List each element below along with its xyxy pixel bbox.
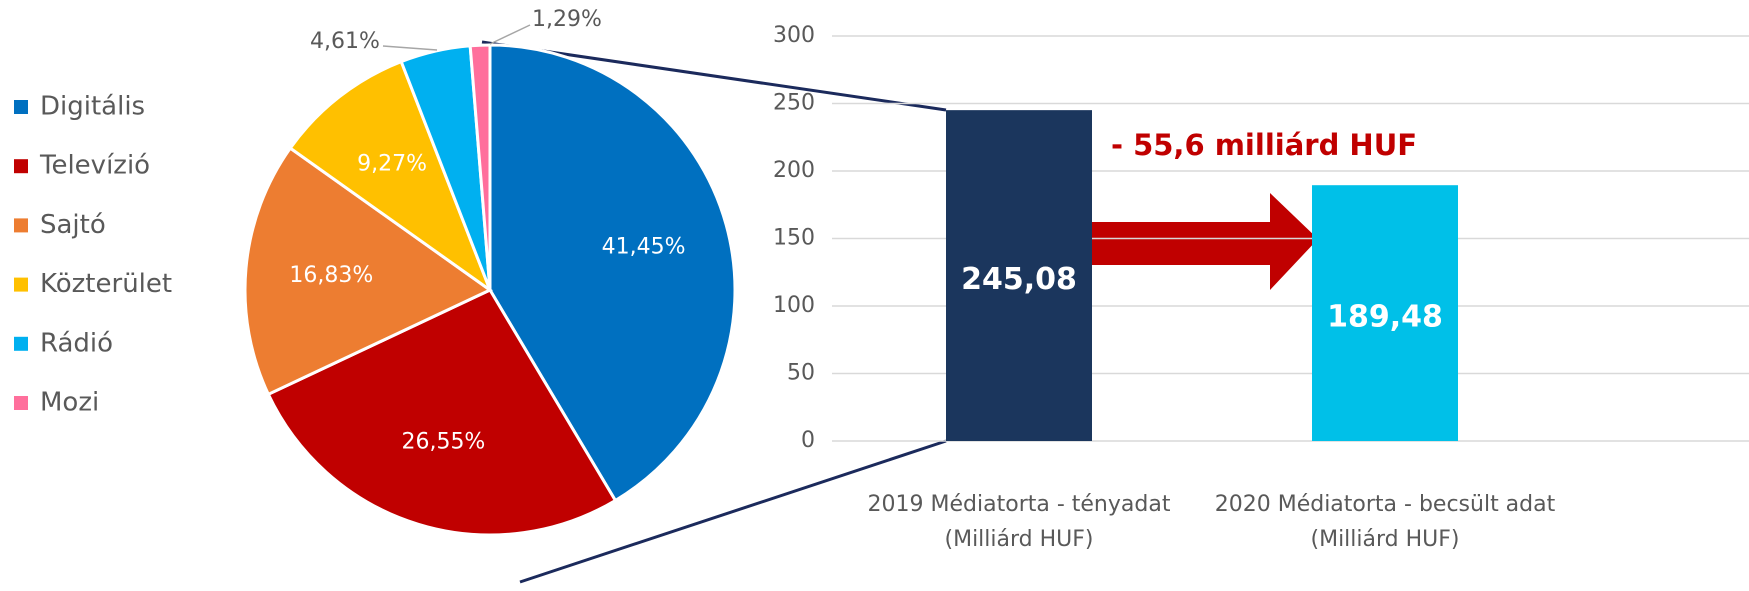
y-tick-label: 300 [773, 23, 815, 48]
legend-swatch [14, 100, 28, 114]
x-tick-label: 2020 Médiatorta - becsült adat (Milliárd… [1214, 492, 1556, 552]
y-tick-label: 200 [773, 158, 815, 183]
arrow [1088, 193, 1318, 290]
y-tick-label: 50 [787, 361, 815, 386]
data-label: 41,45% [602, 235, 686, 260]
data-label: 9,27% [357, 151, 427, 176]
legend-label: Közterület [40, 269, 172, 299]
legend-swatch [14, 396, 28, 410]
pie-slice [468, 43, 492, 291]
legend-label: Rádió [40, 328, 113, 358]
pie-slice [266, 288, 618, 537]
legend-label: Mozi [40, 388, 99, 418]
data-label: 1,29% [532, 7, 602, 32]
y-tick-label: 0 [801, 428, 815, 453]
bar [1312, 185, 1458, 441]
pie-slice [288, 59, 494, 295]
x-tick-label: 2019 Médiatorta - tényadat (Milliárd HUF… [867, 492, 1171, 552]
leader-line [489, 24, 531, 45]
legend-label: Televízió [39, 151, 150, 181]
data-label: 4,61% [310, 29, 380, 54]
data-label: 245,08 [961, 262, 1077, 297]
legend-label: Sajtó [40, 210, 106, 240]
y-tick-label: 250 [773, 91, 815, 116]
y-tick-label: 150 [773, 226, 815, 251]
y-tick-label: 100 [773, 293, 815, 318]
zoom-line [481, 40, 947, 112]
legend-swatch [14, 336, 28, 351]
legend-swatch [14, 159, 28, 174]
data-label: 16,83% [289, 263, 373, 288]
data-label: 26,55% [401, 429, 485, 454]
legend-swatch [14, 218, 28, 233]
legend-label: Digitális [40, 92, 145, 122]
pie-slice [243, 146, 493, 397]
annotation: - 55,6 milliárd HUF [1111, 128, 1417, 162]
legend-swatch [14, 277, 28, 292]
leader-line [382, 45, 438, 51]
pie-slice [488, 43, 737, 503]
bar [946, 110, 1092, 441]
data-label: 189,48 [1327, 300, 1443, 335]
zoom-line [519, 439, 947, 584]
